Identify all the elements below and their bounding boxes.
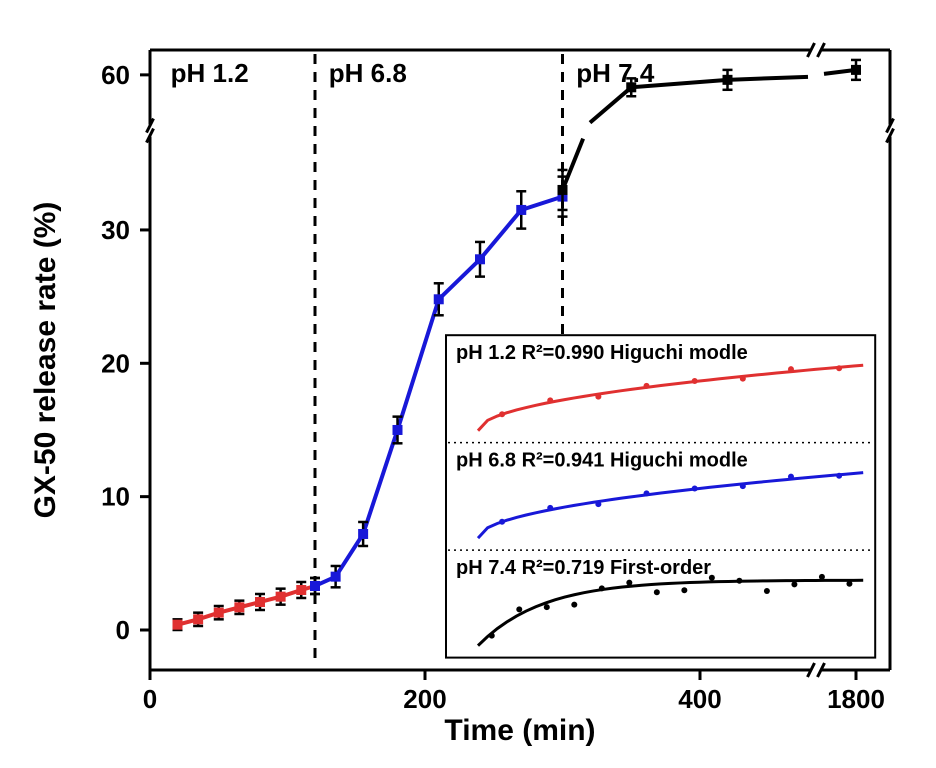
y-tick-label: 20 <box>101 348 130 378</box>
x-tick-label: 0 <box>143 684 157 714</box>
inset-scatter-point <box>626 580 632 586</box>
inset-scatter-point <box>836 365 842 371</box>
y-axis-label: GX-50 release rate (%) <box>29 202 62 519</box>
inset-scatter-point <box>644 490 650 496</box>
inset-scatter-point <box>654 589 660 595</box>
ph-region-label: pH 7.4 <box>576 58 655 88</box>
y-tick-label: 60 <box>101 60 130 90</box>
ph-region-label: pH 1.2 <box>171 58 249 88</box>
series-blue-marker <box>310 581 320 591</box>
inset-scatter-point <box>547 505 553 511</box>
inset-scatter-point <box>764 588 770 594</box>
series-blue-marker <box>434 294 444 304</box>
chart-svg: 0 200 400 1800 0 10 20 30 60 Time (min) GX-50 rele… <box>0 0 936 768</box>
inset-scatter-point <box>489 633 495 639</box>
inset-scatter-point <box>571 602 577 608</box>
series-black-marker <box>723 75 733 85</box>
inset-row-label: pH 7.4 R²=0.719 First-order <box>456 557 711 579</box>
series-blue-marker <box>475 254 485 264</box>
series-red-marker <box>276 592 286 602</box>
series-red-marker <box>296 585 306 595</box>
series-blue-marker <box>516 205 526 215</box>
inset-scatter-point <box>740 376 746 382</box>
series-blue-marker <box>358 529 368 539</box>
series-black-marker <box>626 82 636 92</box>
inset-scatter-point <box>544 604 550 610</box>
inset-scatter-point <box>516 606 522 612</box>
series-black-marker <box>558 185 568 195</box>
series-red-marker <box>173 620 183 630</box>
inset-row-label: pH 6.8 R²=0.941 Higuchi modle <box>456 450 748 472</box>
series-black-marker <box>851 65 861 75</box>
series-blue-marker <box>331 572 341 582</box>
x-tick-label: 1800 <box>827 684 885 714</box>
series-red-marker <box>214 608 224 618</box>
inset-box <box>446 335 875 657</box>
inset-scatter-point <box>681 587 687 593</box>
inset-scatter-point <box>736 578 742 584</box>
inset-scatter-point <box>788 474 794 480</box>
inset-scatter-point <box>595 394 601 400</box>
y-tick-label: 10 <box>101 482 130 512</box>
series-red-marker <box>255 597 265 607</box>
inset-scatter-point <box>599 585 605 591</box>
inset-scatter-point <box>644 383 650 389</box>
x-axis-label: Time (min) <box>444 714 595 747</box>
inset-scatter-point <box>547 397 553 403</box>
inset-scatter-point <box>740 483 746 489</box>
series-blue-marker <box>393 425 403 435</box>
inset-scatter-point <box>709 575 715 581</box>
release-chart: 0 200 400 1800 0 10 20 30 60 Time (min) GX-50 rele… <box>0 0 936 768</box>
inset-row-label: pH 1.2 R²=0.990 Higuchi modle <box>456 342 748 364</box>
y-tick-label: 30 <box>101 215 130 245</box>
inset-scatter-point <box>692 378 698 384</box>
y-tick-label: 0 <box>116 615 130 645</box>
series-red-marker <box>193 614 203 624</box>
inset-scatter-point <box>499 519 505 525</box>
inset-scatter-point <box>499 411 505 417</box>
inset-scatter-point <box>595 501 601 507</box>
inset-scatter-point <box>846 581 852 587</box>
inset-scatter-point <box>836 473 842 479</box>
x-tick-label: 400 <box>678 684 721 714</box>
x-tick-label: 200 <box>403 684 446 714</box>
inset-scatter-point <box>788 366 794 372</box>
inset-scatter-point <box>791 581 797 587</box>
inset-scatter-point <box>819 574 825 580</box>
series-red-marker <box>234 602 244 612</box>
inset-scatter-point <box>692 485 698 491</box>
ph-region-label: pH 6.8 <box>329 58 407 88</box>
